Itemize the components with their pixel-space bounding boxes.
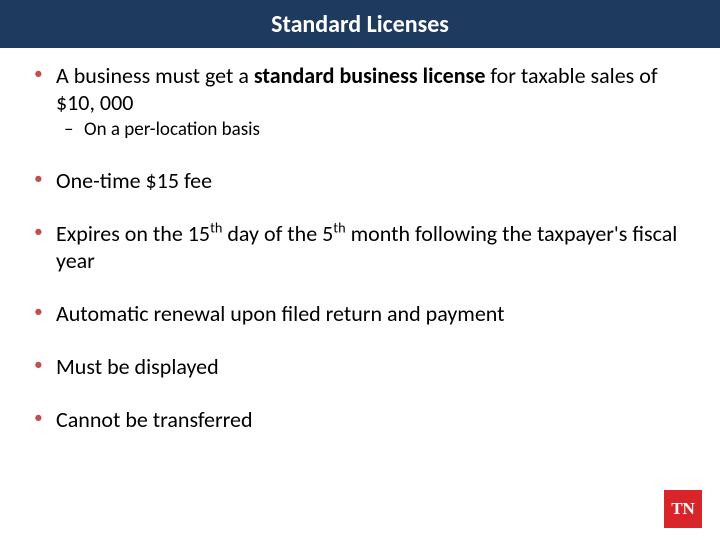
sub-bullet-text: On a per-location basis	[84, 118, 260, 141]
bullet-text: Cannot be transferred	[56, 406, 253, 433]
bullet-text: Must be displayed	[56, 353, 219, 380]
bullet-item: A business must get a standard business …	[28, 62, 692, 141]
bullet-item: Expires on the 15th day of the 5th month…	[28, 220, 692, 274]
bullet-item: Must be displayed	[28, 353, 692, 380]
sub-bullet-item: On a per-location basis	[56, 118, 692, 141]
bullet-text-pre: A business must get a	[56, 62, 254, 89]
bullet-text-bold: standard business license	[254, 62, 486, 89]
bullet-item: Cannot be transferred	[28, 406, 692, 433]
slide-header-bar: Standard Licenses	[0, 0, 720, 48]
bullet-text-pre: Expires on the 15	[56, 220, 210, 247]
superscript: th	[333, 219, 345, 237]
slide-content: A business must get a standard business …	[0, 48, 720, 433]
tn-logo-text: TN	[671, 499, 695, 519]
bullet-list: A business must get a standard business …	[28, 62, 692, 433]
tn-logo: TN	[664, 490, 702, 528]
superscript: th	[210, 219, 222, 237]
slide-title: Standard Licenses	[271, 10, 449, 39]
bullet-item: One-time $15 fee	[28, 167, 692, 194]
bullet-text: One-time $15 fee	[56, 167, 212, 194]
bullet-item: Automatic renewal upon filed return and …	[28, 300, 692, 327]
bullet-text: Automatic renewal upon filed return and …	[56, 300, 505, 327]
bullet-text-mid: day of the 5	[222, 220, 333, 247]
sub-bullet-list: On a per-location basis	[56, 118, 692, 141]
